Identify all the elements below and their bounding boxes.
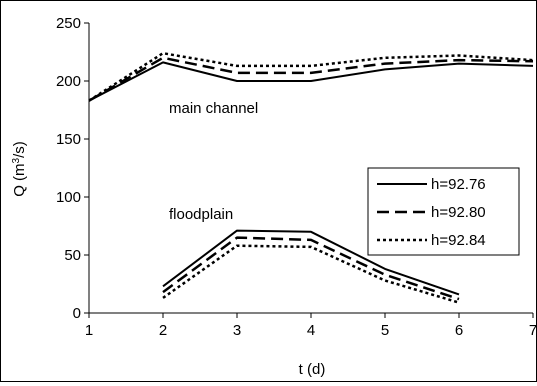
y-axis-label-sup: 3 xyxy=(11,157,22,163)
legend-label-2: h=92.80 xyxy=(431,204,486,221)
series-line-main-channel-3 xyxy=(88,51,534,102)
y-tick-label: 200 xyxy=(56,73,81,90)
x-tick-label: 6 xyxy=(455,322,463,339)
y-tick-label: 100 xyxy=(56,189,81,206)
x-tick-label: 5 xyxy=(381,322,389,339)
legend-label-3: h=92.84 xyxy=(431,232,486,249)
y-axis-label-tail: /s) xyxy=(11,141,28,158)
y-tick-label: 250 xyxy=(56,15,81,32)
x-tick-label: 7 xyxy=(529,322,536,339)
annotation-floodplain: floodplain xyxy=(169,206,233,223)
x-tick-label: 2 xyxy=(159,322,167,339)
series-line-floodplain-3 xyxy=(162,244,460,304)
y-axis-label-main: Q (m xyxy=(11,163,28,196)
y-tick-label: 50 xyxy=(64,247,81,264)
legend-box xyxy=(367,167,520,256)
axes: 0 50 100 150 200 250 1 2 3 4 5 6 7 xyxy=(56,15,537,339)
y-tick-label: 150 xyxy=(56,131,81,148)
legend-label-1: h=92.76 xyxy=(431,176,486,193)
x-axis-label: t (d) xyxy=(299,361,326,378)
series-layer xyxy=(88,51,534,304)
x-tick-label: 1 xyxy=(85,322,93,339)
y-axis-label: Q (m3/s) xyxy=(11,141,29,197)
x-tick-label: 3 xyxy=(233,322,241,339)
series-line-floodplain-2 xyxy=(162,236,460,301)
series-line-main-channel-2 xyxy=(88,56,534,102)
series-line-main-channel-1 xyxy=(88,61,534,102)
legend: h=92.76 h=92.80 h=92.84 xyxy=(367,167,520,256)
annotation-main-channel: main channel xyxy=(169,100,258,117)
y-tick-label: 0 xyxy=(73,305,81,322)
series-line-floodplain-1 xyxy=(162,229,460,296)
x-tick-label: 4 xyxy=(307,322,315,339)
